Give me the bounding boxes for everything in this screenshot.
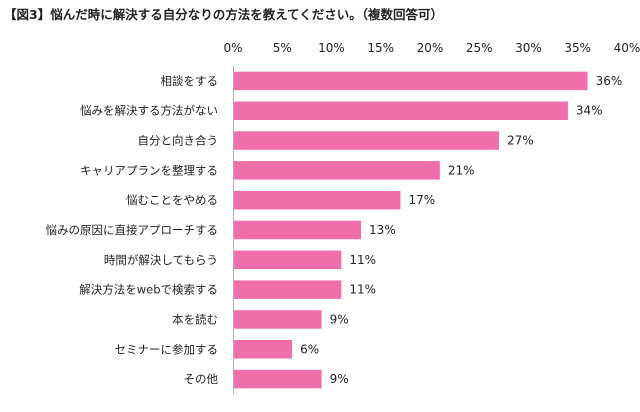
category-label: 悩みの原因に直接アプローチする [46, 223, 219, 237]
bar [234, 220, 362, 240]
bar [234, 71, 588, 91]
x-tick-label: 40% [614, 41, 640, 55]
data-label: 13% [369, 223, 396, 237]
x-tick-label: 15% [367, 41, 394, 55]
x-tick-label: 35% [564, 41, 591, 55]
x-axis-ticks: 0% 5% 10% 15% 20% 25% 30% 35% 40% [223, 41, 640, 55]
bar [234, 101, 568, 120]
data-label: 6% [300, 342, 319, 356]
category-label: 自分と向き合う [138, 134, 219, 148]
bar [234, 369, 322, 389]
bar [234, 340, 293, 359]
category-label: 悩みを解決する方法がない [80, 104, 218, 118]
category-labels: 相談をする悩みを解決する方法がない自分と向き合うキャリアプランを整理する悩むこと… [46, 74, 219, 386]
category-label: セミナーに参加する [115, 342, 219, 356]
bar [234, 280, 342, 299]
category-label: 解決方法をwebで検索する [79, 283, 218, 297]
data-label: 34% [576, 104, 603, 118]
bar [234, 131, 499, 150]
category-label: その他 [184, 372, 219, 386]
x-tick-label: 30% [515, 41, 542, 55]
bar [234, 310, 322, 329]
category-label: 本を読む [172, 312, 218, 326]
x-tick-label: 10% [318, 41, 345, 55]
data-label: 36% [596, 74, 623, 88]
bars [234, 71, 588, 389]
x-tick-label: 25% [466, 41, 493, 55]
data-label: 21% [448, 163, 475, 177]
bar [234, 190, 401, 210]
data-label: 17% [408, 193, 435, 207]
chart-title: 【図3】悩んだ時に解決する自分なりの方法を教えてください。（複数回答可） [4, 7, 443, 22]
x-tick-label: 20% [417, 41, 444, 55]
category-label: キャリアプランを整理する [80, 163, 218, 177]
category-label: 悩むことをやめる [126, 193, 218, 207]
bar [234, 250, 342, 270]
data-label: 27% [507, 134, 534, 148]
x-tick-label: 5% [273, 41, 292, 55]
data-label: 11% [349, 283, 376, 297]
category-label: 時間が解決してもらう [104, 253, 218, 267]
value-labels: 36% 34% 27% 21% 17% 13% 11% 11% 9% 6% 9% [300, 74, 622, 386]
x-tick-label: 0% [223, 41, 242, 55]
data-label: 11% [349, 253, 376, 267]
data-label: 9% [330, 372, 349, 386]
bar [234, 161, 440, 180]
category-label: 相談をする [161, 74, 219, 88]
data-label: 9% [330, 312, 349, 326]
